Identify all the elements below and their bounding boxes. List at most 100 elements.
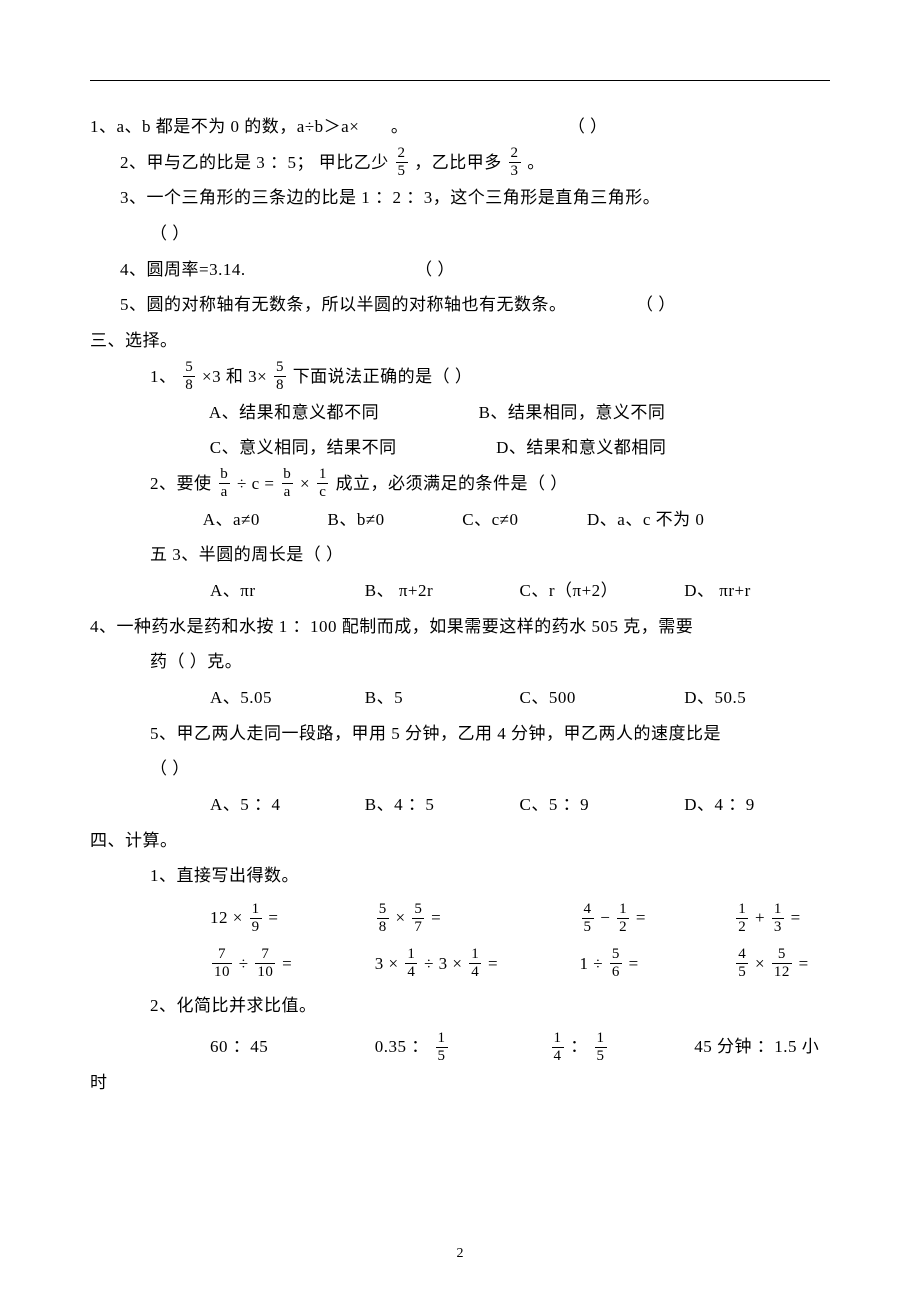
r1b-mid: × — [396, 908, 411, 927]
ratio-d: 45 分钟 ：1.5 小 — [694, 1037, 819, 1056]
judge-q1: 1、a、b 都是不为 0 的数，a÷b＞a× 。 （ ） — [90, 109, 830, 145]
s3q2-opts: A、a≠0 B、b≠0 C、c≠0 D、a、c 不为 0 — [90, 502, 830, 538]
ratio-c-f2: 15 — [595, 1031, 607, 1064]
r1a-post: = — [268, 908, 278, 927]
q1-text-a: 1、a、b 都是不为 0 的数，a÷b＞a× — [90, 117, 359, 136]
r1d-f2: 13 — [772, 902, 784, 935]
r2a-f2: 710 — [255, 947, 275, 980]
s3q2-optA: A、a≠0 — [203, 502, 323, 538]
s3q4-optD: D、50.5 — [684, 688, 746, 707]
q2-end: 。 — [527, 153, 545, 172]
s3q2-mid3: 成立，必须满足的条件是（ ） — [336, 474, 568, 493]
page-number: 2 — [0, 1246, 920, 1262]
r1b-f2: 57 — [412, 902, 424, 935]
s3q1-frac1: 58 — [183, 360, 195, 393]
s3q2-fracB: ba — [281, 467, 293, 500]
r2b-pre: 3 × — [375, 954, 404, 973]
ratio-c-mid: ： — [570, 1037, 588, 1056]
judge-q3-paren: （ ） — [90, 216, 830, 252]
s3q4-optB: B、5 — [365, 680, 515, 716]
r2d-f2: 512 — [772, 947, 792, 980]
q2-pre: 2、甲与乙的比是 3 ：5； 甲比乙少 — [120, 153, 394, 172]
s3q1-opts-ab: A、结果和意义都不同 B、结果相同，意义不同 — [90, 395, 830, 431]
judge-q3: 3、一个三角形的三条边的比是 1 ：2 ：3，这个三角形是直角三角形。 — [90, 180, 830, 216]
r2c-post: = — [629, 954, 639, 973]
s3q3-optC: C、r（π+2） — [520, 573, 680, 609]
r1d-post: = — [791, 908, 801, 927]
r2a-post: = — [282, 954, 292, 973]
s3q3-optB: B、 π+2r — [365, 573, 515, 609]
r1a-pre: 12 × — [210, 908, 248, 927]
s3q1-mid2: 下面说法正确的是（ ） — [293, 367, 473, 386]
s3q1: 1、 58 ×3 和 3× 58 下面说法正确的是（ ） — [90, 359, 830, 395]
s3q4-l2: 药（ ）克。 — [90, 644, 830, 680]
s3q5-optD: D、4 ：9 — [684, 795, 755, 814]
r1c-mid: − — [600, 908, 615, 927]
s3q3: 五 3、半圆的周长是（ ） — [90, 537, 830, 573]
r2c-pre: 1 ÷ — [580, 954, 608, 973]
r1c-f1: 45 — [582, 902, 594, 935]
ratio-tail: 时 — [90, 1065, 830, 1101]
r2d-post: = — [799, 954, 809, 973]
r2d-f1: 45 — [736, 947, 748, 980]
r1d-f1: 12 — [736, 902, 748, 935]
s3q2-fracA: ba — [218, 467, 230, 500]
judge-q5: 5、圆的对称轴有无数条，所以半圆的对称轴也有无数条。 （ ） — [90, 287, 830, 323]
s3q1-optA: A、结果和意义都不同 — [209, 403, 379, 422]
s3q5-optB: B、4 ：5 — [365, 787, 515, 823]
s3q4-opts: A、5.05 B、5 C、500 D、50.5 — [90, 680, 830, 716]
r1d-mid: + — [755, 908, 770, 927]
q2-mid: ，乙比甲多 — [414, 153, 506, 172]
ratio-b-pre: 0.35 ： — [375, 1037, 434, 1056]
s3q4-l1: 4、一种药水是药和水按 1 ：100 配制而成，如果需要这样的药水 505 克，… — [90, 609, 830, 645]
s3q4-optA: A、5.05 — [210, 680, 360, 716]
s3q2-mid2: × — [300, 474, 315, 493]
q5-text: 5、圆的对称轴有无数条，所以半圆的对称轴也有无数条。 — [120, 295, 567, 314]
s4q2: 2、化简比并求比值。 — [90, 988, 830, 1024]
s3q1-optD: D、结果和意义都相同 — [496, 438, 666, 457]
s3q2-optD: D、a、c 不为 0 — [587, 510, 704, 529]
r2a-f1: 710 — [212, 947, 232, 980]
r2a-mid: ÷ — [239, 954, 254, 973]
s3q4-optC: C、500 — [520, 680, 680, 716]
r2b-f2: 14 — [469, 947, 481, 980]
r1b-f1: 58 — [377, 902, 389, 935]
q2-frac2: 23 — [509, 146, 521, 179]
s4q1: 1、直接写出得数。 — [90, 858, 830, 894]
page: 1、a、b 都是不为 0 的数，a÷b＞a× 。 （ ） 2、甲与乙的比是 3 … — [0, 0, 920, 1302]
q1-paren: （ ） — [568, 117, 608, 136]
s3q1-frac2: 58 — [274, 360, 286, 393]
s3q1-opts-cd: C、意义相同，结果不同 D、结果和意义都相同 — [90, 430, 830, 466]
s3q5-l2: （ ） — [90, 751, 830, 787]
s3q2-optB: B、b≠0 — [328, 502, 458, 538]
s3q1-optC: C、意义相同，结果不同 — [210, 438, 397, 457]
ratio-c-f1: 14 — [552, 1031, 564, 1064]
s3q1-optB: B、结果相同，意义不同 — [479, 403, 666, 422]
s3q1-pre: 1、 — [150, 367, 181, 386]
judge-q2: 2、甲与乙的比是 3 ：5； 甲比乙少 25 ，乙比甲多 23 。 — [90, 145, 830, 181]
calc-row1: 12 × 19 = 58 × 57 = 45 − 12 = 12 + 13 = — [90, 900, 830, 936]
s3q2-mid1: ÷ c = — [237, 474, 279, 493]
ratio-row: 60 ：45 0.35 ： 15 14 ： 15 45 分钟 ：1.5 小 — [90, 1029, 830, 1065]
calc-row2: 710 ÷ 710 = 3 × 14 ÷ 3 × 14 = 1 ÷ 56 = 4… — [90, 946, 830, 982]
r1b-post: = — [431, 908, 441, 927]
s3q5-optA: A、5 ：4 — [210, 787, 360, 823]
top-rule — [90, 80, 830, 81]
r2d-mid: × — [755, 954, 770, 973]
judge-q4: 4、圆周率=3.14. （ ） — [90, 252, 830, 288]
s3q5-opts: A、5 ：4 B、4 ：5 C、5 ：9 D、4 ：9 — [90, 787, 830, 823]
r2b-mid: ÷ 3 × — [424, 954, 467, 973]
s3q1-mid1: ×3 和 3× — [202, 367, 272, 386]
s3q2-pre: 2、要使 — [150, 474, 216, 493]
s3q2: 2、要使 ba ÷ c = ba × 1c 成立，必须满足的条件是（ ） — [90, 466, 830, 502]
r2c-f: 56 — [610, 947, 622, 980]
section-3-heading: 三、选择。 — [90, 323, 830, 359]
q2-frac1: 25 — [396, 146, 408, 179]
section-4-heading: 四、计算。 — [90, 823, 830, 859]
q4-text: 4、圆周率=3.14. — [120, 260, 246, 279]
ratio-a: 60 ：45 — [210, 1029, 370, 1065]
q1-text-b: 。 — [391, 117, 409, 136]
s3q5-optC: C、5 ：9 — [520, 787, 680, 823]
r1a-frac: 19 — [250, 902, 262, 935]
q4-paren: （ ） — [415, 260, 455, 279]
